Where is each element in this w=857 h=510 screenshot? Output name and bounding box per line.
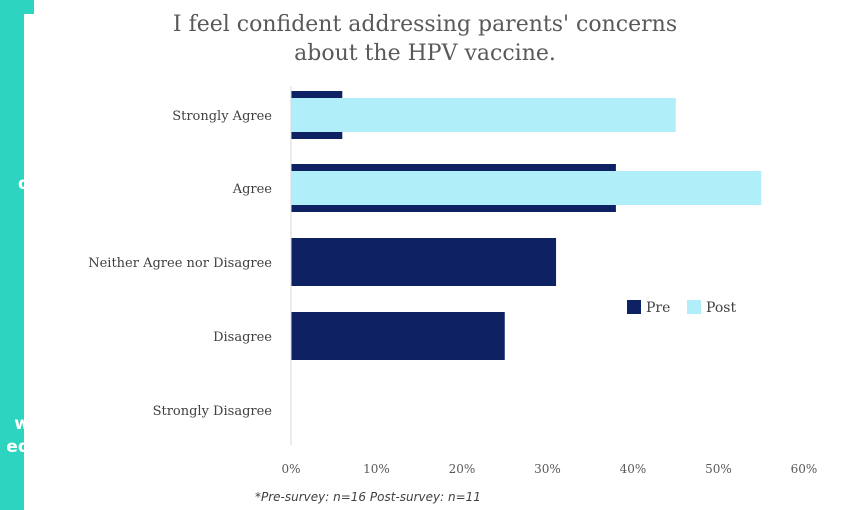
x-tick-label: 10% [363,462,390,476]
side-panel-fragment: d [17,174,24,194]
x-tick-label: 50% [705,462,732,476]
x-tick-label: 60% [791,462,818,476]
category-label: Neither Agree nor Disagree [88,256,272,271]
chart-title-line-2: about the HPV vaccine. [294,41,556,66]
legend-label-pre: Pre [646,300,670,316]
legend-swatch-post [687,300,701,314]
x-tick-label: 40% [620,462,647,476]
sample-size-footnote: *Pre-survey: n=16 Post-survey: n=11 [255,490,481,504]
x-tick-label: 0% [281,462,300,476]
category-label: Strongly Agree [172,109,272,124]
category-label: Strongly Disagree [153,404,273,419]
bar-post-agree [291,171,762,205]
bar-post-strongly-agree [291,98,676,132]
side-panel-notch [0,0,34,14]
bar-pre-disagree [291,312,505,360]
category-label: Disagree [213,330,272,345]
chart-title-line-1: I feel confident addressing parents' con… [172,12,678,37]
x-tick-label: 30% [534,462,561,476]
chart-title: I feel confident addressing parents' con… [110,10,740,68]
legend-label-post: Post [706,300,736,316]
legend-swatch-pre [627,300,641,314]
category-label: Agree [232,182,273,197]
side-panel-fragment: w [14,414,24,434]
side-panel [0,0,34,510]
x-tick-label: 20% [449,462,476,476]
bar-pre-neither-agree-nor-disagree [291,238,557,286]
side-panel-fragment: ed [6,437,24,457]
